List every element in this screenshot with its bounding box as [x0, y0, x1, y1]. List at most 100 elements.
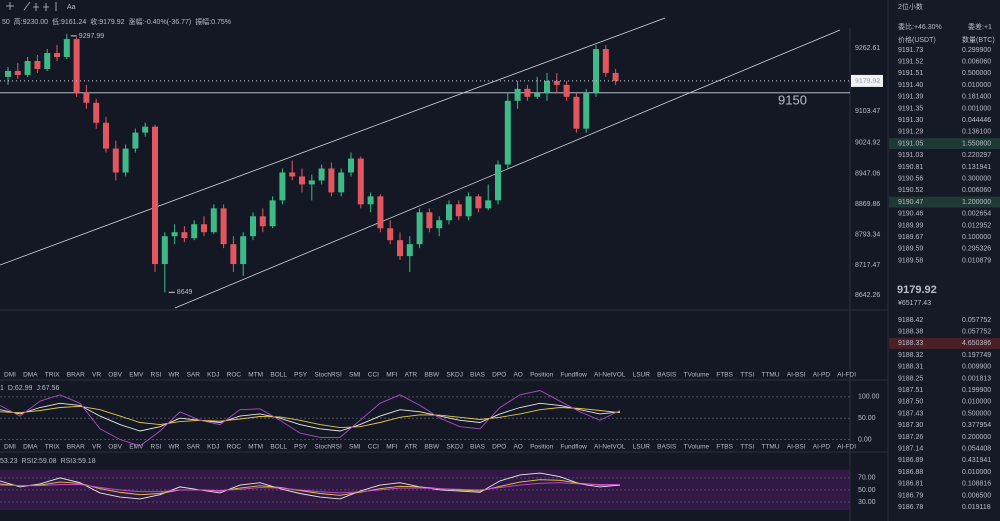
candle-body [230, 244, 237, 265]
indicator-tab[interactable]: TTMU [761, 444, 779, 451]
candle-body [436, 220, 443, 229]
indicator-tab[interactable]: BOLL [270, 444, 287, 451]
indicator-tab[interactable]: KDJ [207, 444, 219, 451]
indicator-tab[interactable]: BIAS [470, 444, 485, 451]
indicator-tab[interactable]: SKDJ [446, 372, 463, 379]
indicator-tab[interactable]: ATR [405, 372, 418, 379]
toolbar-icons[interactable] [6, 1, 57, 11]
indicator-tab[interactable]: TRIX [45, 372, 60, 379]
indicator-tab[interactable]: ATR [405, 444, 418, 451]
indicator-tab[interactable]: AI-PD [813, 444, 831, 451]
indicator-tab[interactable]: MTM [248, 372, 263, 379]
indicator-tab[interactable]: BRAR [67, 444, 85, 451]
indicator-tab[interactable]: AI-BSI [787, 372, 806, 379]
order-price: 9190.46 [898, 211, 923, 218]
indicator-tab[interactable]: RSI [151, 372, 162, 379]
indicator-tab[interactable]: MFI [386, 444, 397, 451]
candle-body [583, 92, 590, 129]
indicator-tab[interactable]: BOLL [270, 372, 287, 379]
indicator-tab[interactable]: WR [169, 372, 180, 379]
indicator-tab[interactable]: CCI [368, 444, 379, 451]
indicator-tab[interactable]: BASIS [657, 372, 677, 379]
indicator-tab[interactable]: VR [92, 372, 101, 379]
low-label: 8649 [177, 289, 193, 296]
indicator-tab[interactable]: AO [513, 444, 522, 451]
price-tick-label: 9024.92 [855, 139, 880, 146]
candle-body [318, 168, 325, 181]
indicator-tab[interactable]: AI-BSI [787, 444, 806, 451]
order-book-panel [888, 0, 1000, 521]
indicator-tab[interactable]: BIAS [470, 372, 485, 379]
indicator-tab[interactable]: Position [530, 444, 554, 451]
indicator-tab[interactable]: TTSI [740, 372, 754, 379]
precision-select[interactable]: 2位小数 [898, 2, 923, 11]
indicator-tab[interactable]: OBV [108, 372, 122, 379]
indicator-tab[interactable]: LSUR [633, 372, 651, 379]
indicator-tab[interactable]: DMI [4, 372, 16, 379]
indicator-tab[interactable]: AI-PD [813, 372, 831, 379]
kdj-line [0, 390, 621, 447]
indicator-tab[interactable]: DPO [492, 372, 506, 379]
order-price: 9191.40 [898, 82, 923, 89]
indicator-tab[interactable]: SKDJ [446, 444, 463, 451]
indicator-tab[interactable]: TRIX [45, 444, 60, 451]
indicator-icon[interactable] [43, 2, 57, 11]
indicator-tab[interactable]: DPO [492, 444, 506, 451]
indicator-tab[interactable]: PSY [294, 372, 308, 379]
order-price: 9186.88 [898, 469, 923, 476]
indicator-tab[interactable]: Position [530, 372, 554, 379]
candle-body [475, 196, 482, 209]
indicator-tab[interactable]: BRAR [67, 372, 85, 379]
indicator-tab[interactable]: SAR [187, 444, 201, 451]
indicator-tab[interactable]: LSUR [633, 444, 651, 451]
indicator-tab[interactable]: VR [92, 444, 101, 451]
indicator-tab[interactable]: RSI [151, 444, 162, 451]
indicator-tab[interactable]: SMI [349, 372, 361, 379]
indicator-tab[interactable]: TTSI [740, 444, 754, 451]
order-price: 9188.33 [898, 340, 923, 347]
candle-body [524, 88, 531, 97]
indicator-tab[interactable]: TVolume [684, 372, 710, 379]
info-item: 收:9179.92 [90, 17, 124, 26]
indicator-tab[interactable]: ROC [227, 444, 242, 451]
indicator-tab[interactable]: MFI [386, 372, 397, 379]
indicator-tab[interactable]: AI-FDI [837, 444, 856, 451]
draw-icon[interactable] [23, 1, 39, 11]
indicator-tab[interactable]: StochRSI [314, 444, 342, 451]
indicator-tab[interactable]: TVolume [684, 444, 710, 451]
indicator-tab[interactable]: TTMU [761, 372, 779, 379]
indicator-tab[interactable]: PSY [294, 444, 308, 451]
indicator-tab[interactable]: AI-NetVOL [594, 372, 626, 379]
indicator-tab[interactable]: Fundflow [560, 444, 587, 451]
indicator-tab[interactable]: FTBS [716, 372, 733, 379]
crosshair-icon[interactable] [6, 2, 14, 10]
indicator-tab[interactable]: MTM [248, 444, 263, 451]
indicator-tab[interactable]: DMA [23, 444, 38, 451]
indicator-tab[interactable]: DMI [4, 444, 16, 451]
last-trade-cny: ¥65177.43 [898, 300, 931, 307]
indicator-tab[interactable]: WR [169, 444, 180, 451]
indicator-tab[interactable]: CCI [368, 372, 379, 379]
indicator-tab[interactable]: SAR [187, 372, 201, 379]
indicator-tab[interactable]: AO [513, 372, 522, 379]
indicator-tab[interactable]: AI-NetVOL [594, 444, 626, 451]
indicator-tab[interactable]: BASIS [657, 444, 677, 451]
indicator-tab[interactable]: EMV [129, 372, 144, 379]
indicator-tab[interactable]: FTBS [716, 444, 733, 451]
indicator-tab[interactable]: OBV [108, 444, 122, 451]
indicator-tab[interactable]: ROC [227, 372, 242, 379]
indicator-tab[interactable]: StochRSI [314, 372, 342, 379]
indicator-tab[interactable]: BBW [424, 444, 440, 451]
indicator-tab[interactable]: SMI [349, 444, 361, 451]
order-price: 9187.43 [898, 410, 923, 417]
indicator-tab[interactable]: Fundflow [560, 372, 587, 379]
indicator-tab[interactable]: EMV [129, 444, 144, 451]
indicator-tab[interactable]: BBW [424, 372, 440, 379]
indicator-tab[interactable]: DMA [23, 372, 38, 379]
tick-label: 50.00 [858, 415, 876, 422]
font-button[interactable]: Aa [67, 4, 76, 11]
indicator-tab[interactable]: KDJ [207, 372, 219, 379]
indicator-tab[interactable]: AI-FDI [837, 372, 856, 379]
kdj-line [0, 405, 621, 429]
order-qty: 0.057752 [962, 329, 991, 336]
